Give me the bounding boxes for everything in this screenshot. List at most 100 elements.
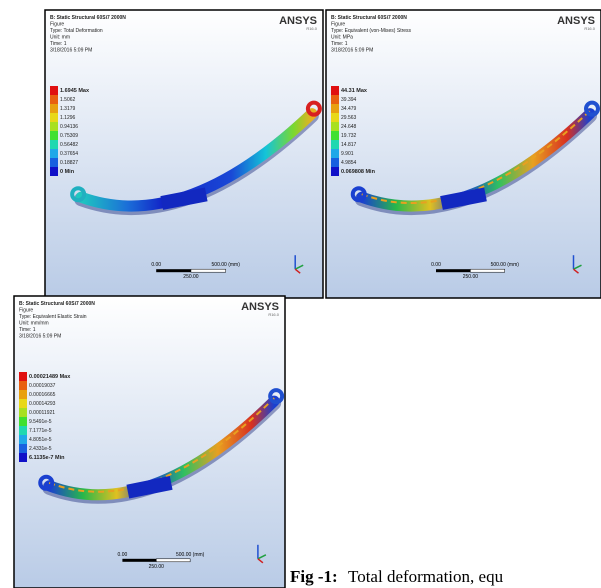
header-unit: Unit: MPa (331, 35, 353, 41)
scale-bar (122, 559, 156, 562)
legend-label: 0.00014293 (29, 401, 56, 407)
legend-swatch (50, 140, 58, 149)
legend-label: 29.563 (341, 115, 357, 121)
scale-end: 500.00 (mm) (176, 552, 205, 558)
scale-bar (156, 559, 190, 562)
legend-label: 0.00016665 (29, 392, 56, 398)
legend-swatch (50, 122, 58, 131)
legend-swatch (19, 435, 27, 444)
legend-swatch (50, 104, 58, 113)
header-figure: Figure (50, 22, 64, 28)
legend-swatch (50, 86, 58, 95)
header-unit: Unit: mm/mm (19, 321, 49, 327)
scale-mid: 250.00 (183, 274, 199, 280)
header-date: 3/18/2016 5:09 PM (50, 48, 92, 54)
header-type: Type: Equivalent Elastic Strain (19, 314, 87, 320)
figure: Fig -1: Total deformation, equ B: Static… (0, 0, 601, 588)
legend-swatch (331, 158, 339, 167)
legend-label: 0.069808 Min (341, 169, 376, 175)
scale-end: 500.00 (mm) (212, 262, 241, 268)
legend-swatch (331, 122, 339, 131)
legend-label: 0.00019037 (29, 383, 56, 389)
legend-label: 0.56482 (60, 142, 78, 148)
legend-swatch (331, 140, 339, 149)
spring-center (128, 483, 171, 492)
legend-label: 7.1771e-5 (29, 428, 52, 434)
legend-swatch (19, 390, 27, 399)
legend-label: 2.4331e-5 (29, 446, 52, 452)
legend-swatch (19, 417, 27, 426)
caption-text: Total deformation, equ (348, 567, 504, 586)
header-title: B: Static Structural 60Si7 2000N (19, 301, 95, 307)
legend-swatch (50, 149, 58, 158)
legend-swatch (331, 113, 339, 122)
legend-label: 9.5491e-5 (29, 419, 52, 425)
scale-bar (436, 269, 470, 272)
legend-label: 19.732 (341, 133, 357, 139)
legend-swatch (50, 131, 58, 140)
legend-swatch (331, 131, 339, 140)
scale-bar (156, 269, 191, 272)
header-time: Time: 1 (50, 41, 67, 47)
legend-label: 4.8051e-5 (29, 437, 52, 443)
legend-swatch (19, 444, 27, 453)
header-figure: Figure (19, 308, 33, 314)
legend-swatch (50, 158, 58, 167)
legend-swatch (19, 426, 27, 435)
header-figure: Figure (331, 22, 345, 28)
ansys-version: R16.0 (268, 312, 279, 317)
header-title: B: Static Structural 60Si7 2000N (331, 15, 407, 21)
header-date: 3/18/2016 5:09 PM (331, 48, 373, 54)
legend-swatch (331, 95, 339, 104)
page: {"panels": [ {"header": {"title": "B: St… (0, 0, 601, 588)
legend-swatch (331, 86, 339, 95)
legend-label: 4.9854 (341, 160, 357, 166)
legend-swatch (19, 453, 27, 462)
ansys-version: R16.0 (584, 26, 595, 31)
header-unit: Unit: mm (50, 35, 70, 41)
legend-label: 9.901 (341, 151, 354, 157)
ansys-panel: B: Static Structural 60Si7 2000NFigureTy… (326, 10, 601, 298)
legend-label: 0.94136 (60, 124, 78, 130)
header-type: Type: Equivalent (von-Mises) Stress (331, 28, 412, 34)
legend-label: 0 Min (60, 169, 75, 175)
header-date: 3/18/2016 5:09 PM (19, 334, 61, 340)
header-type: Type: Total Deformation (50, 28, 103, 34)
panel-background (14, 296, 285, 588)
scale-start: 0.00 (118, 552, 128, 558)
header-time: Time: 1 (19, 327, 36, 333)
legend-swatch (331, 149, 339, 158)
ansys-panel: B: Static Structural 60Si7 2000NFigureTy… (14, 296, 285, 588)
scale-start: 0.00 (151, 262, 161, 268)
legend-label: 0.00021489 Max (29, 374, 71, 380)
legend-label: 1.3179 (60, 106, 76, 112)
legend-label: 0.00011921 (29, 410, 55, 416)
scale-bar (470, 269, 504, 272)
legend-label: 14.817 (341, 142, 357, 148)
legend-label: 1.6945 Max (60, 88, 90, 94)
legend-swatch (50, 167, 58, 176)
legend-label: 44.31 Max (341, 88, 368, 94)
legend-swatch (19, 372, 27, 381)
legend-label: 6.1135e-7 Min (29, 455, 65, 461)
legend-label: 0.18827 (60, 160, 78, 166)
header-time: Time: 1 (331, 41, 348, 47)
spring-center (162, 194, 206, 203)
legend-label: 0.75309 (60, 133, 78, 139)
caption-label: Fig -1: (290, 567, 338, 586)
legend-swatch (19, 381, 27, 390)
header-title: B: Static Structural 60Si7 2000N (50, 15, 126, 21)
legend-swatch (50, 95, 58, 104)
legend-swatch (19, 399, 27, 408)
ansys-panel: B: Static Structural 60Si7 2000NFigureTy… (45, 10, 323, 298)
scale-mid: 250.00 (149, 564, 165, 570)
legend-swatch (331, 167, 339, 176)
legend-label: 24.648 (341, 124, 357, 130)
scale-bar (191, 269, 226, 272)
legend-swatch (19, 408, 27, 417)
legend-label: 34.479 (341, 106, 357, 112)
legend-label: 39.394 (341, 97, 357, 103)
ansys-version: R16.0 (306, 26, 317, 31)
legend-swatch (50, 113, 58, 122)
scale-mid: 250.00 (463, 274, 479, 280)
